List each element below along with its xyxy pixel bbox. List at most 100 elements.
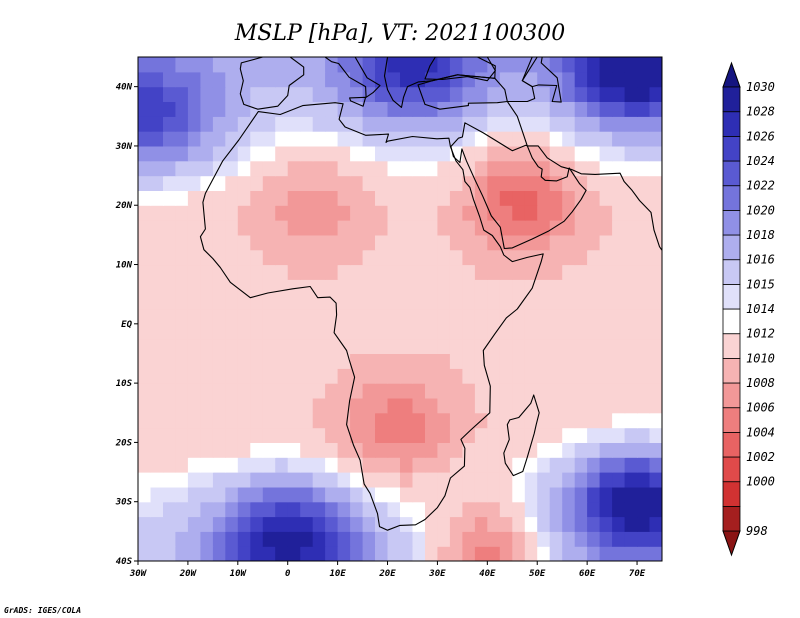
pressure-cell bbox=[250, 338, 264, 354]
pressure-cell bbox=[524, 546, 538, 561]
pressure-cell bbox=[437, 175, 451, 191]
pressure-cell bbox=[487, 546, 501, 561]
pressure-cell bbox=[237, 383, 251, 399]
pressure-cell bbox=[250, 323, 264, 340]
pressure-cell bbox=[437, 516, 451, 532]
pressure-cell bbox=[400, 175, 414, 191]
pressure-cell bbox=[237, 131, 251, 147]
pressure-cell bbox=[375, 338, 389, 354]
pressure-cell bbox=[624, 116, 638, 132]
pressure-cell bbox=[437, 546, 451, 561]
pressure-cell bbox=[624, 442, 638, 458]
pressure-cell bbox=[200, 279, 214, 295]
pressure-cell bbox=[375, 57, 389, 73]
pressure-cell bbox=[262, 516, 276, 532]
pressure-cell bbox=[562, 531, 576, 547]
pressure-cell bbox=[262, 71, 276, 88]
pressure-cell bbox=[375, 294, 389, 310]
pressure-cell bbox=[524, 116, 538, 132]
pressure-cell bbox=[175, 338, 189, 354]
pressure-cell bbox=[325, 116, 339, 132]
pressure-cell bbox=[362, 160, 376, 177]
pressure-cell bbox=[300, 175, 314, 191]
pressure-cell bbox=[649, 516, 662, 532]
pressure-cell bbox=[462, 323, 476, 340]
pressure-cell bbox=[587, 338, 601, 354]
pressure-cell bbox=[237, 220, 251, 236]
pressure-cell bbox=[362, 264, 376, 280]
pressure-cell bbox=[612, 101, 626, 117]
colorbar-label: 1030 bbox=[746, 80, 775, 94]
pressure-cell bbox=[325, 205, 339, 221]
pressure-cell bbox=[362, 294, 376, 310]
pressure-cell bbox=[287, 264, 301, 280]
pressure-cell bbox=[200, 190, 214, 206]
pressure-cell bbox=[325, 294, 339, 310]
pressure-cell bbox=[425, 145, 439, 162]
pressure-cell bbox=[300, 71, 314, 88]
pressure-cell bbox=[300, 353, 314, 369]
pressure-cell bbox=[437, 145, 451, 162]
pressure-cell bbox=[200, 472, 214, 488]
pressure-cell bbox=[387, 116, 401, 132]
pressure-cell bbox=[187, 427, 201, 443]
pressure-cell bbox=[649, 546, 662, 561]
pressure-cell bbox=[287, 516, 301, 532]
pressure-cell bbox=[549, 190, 563, 206]
pressure-cell bbox=[474, 368, 488, 384]
pressure-cell bbox=[175, 412, 189, 429]
pressure-cell bbox=[375, 101, 389, 117]
pressure-cell bbox=[637, 546, 651, 561]
colorbar-swatch bbox=[722, 283, 741, 310]
pressure-cell bbox=[425, 353, 439, 369]
pressure-cell bbox=[562, 397, 576, 414]
pressure-cell bbox=[300, 457, 314, 473]
pressure-cell bbox=[474, 234, 488, 251]
pressure-cell bbox=[587, 220, 601, 236]
pressure-cell bbox=[425, 457, 439, 473]
pressure-cell bbox=[499, 323, 513, 340]
pressure-cell bbox=[462, 145, 476, 162]
pressure-cell bbox=[138, 486, 152, 503]
pressure-cell bbox=[225, 71, 239, 88]
pressure-cell bbox=[262, 323, 276, 340]
pressure-cell bbox=[462, 131, 476, 147]
pressure-cell bbox=[337, 397, 351, 414]
pressure-cell bbox=[200, 323, 214, 340]
pressure-cell bbox=[163, 116, 177, 132]
pressure-cell bbox=[612, 175, 626, 191]
pressure-cell bbox=[524, 383, 538, 399]
pressure-cell bbox=[138, 57, 152, 73]
pressure-cell bbox=[537, 264, 551, 280]
pressure-cell bbox=[187, 486, 201, 503]
pressure-cell bbox=[312, 501, 326, 518]
pressure-cell bbox=[499, 57, 513, 73]
pressure-cell bbox=[262, 160, 276, 177]
pressure-cell bbox=[425, 442, 439, 458]
pressure-cell bbox=[287, 472, 301, 488]
pressure-cell bbox=[237, 234, 251, 251]
pressure-cell bbox=[138, 383, 152, 399]
pressure-cell bbox=[300, 101, 314, 117]
pressure-cell bbox=[275, 264, 289, 280]
pressure-cell bbox=[574, 516, 588, 532]
pressure-cell bbox=[350, 234, 364, 251]
pressure-cell bbox=[400, 205, 414, 221]
pressure-cell bbox=[287, 205, 301, 221]
pressure-cell bbox=[599, 86, 613, 102]
pressure-cell bbox=[612, 442, 626, 458]
pressure-cell bbox=[325, 101, 339, 117]
pressure-cell bbox=[549, 486, 563, 503]
pressure-cell bbox=[312, 160, 326, 177]
pressure-cell bbox=[524, 516, 538, 532]
pressure-cell bbox=[287, 249, 301, 266]
pressure-cell bbox=[549, 472, 563, 488]
pressure-cell bbox=[549, 338, 563, 354]
pressure-cell bbox=[624, 427, 638, 443]
pressure-cell bbox=[474, 249, 488, 266]
pressure-cell bbox=[574, 501, 588, 518]
pressure-cell bbox=[275, 427, 289, 443]
pressure-cell bbox=[649, 160, 662, 177]
pressure-cell bbox=[412, 501, 426, 518]
pressure-cell bbox=[262, 412, 276, 429]
